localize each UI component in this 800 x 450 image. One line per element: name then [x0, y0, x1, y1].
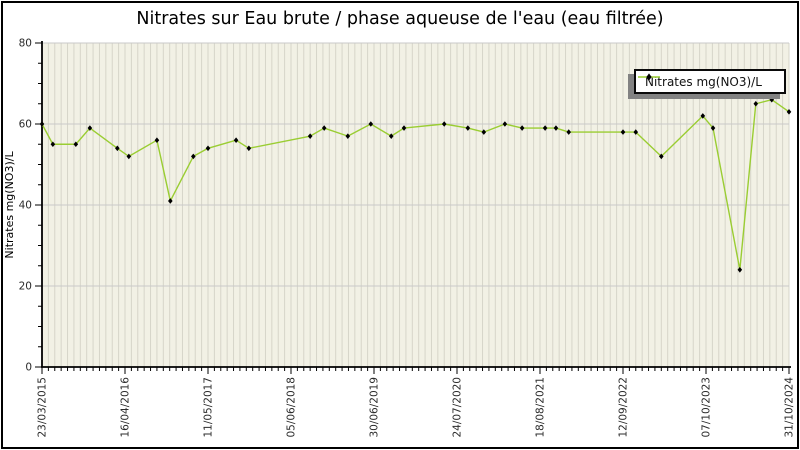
- data-point: [566, 129, 572, 135]
- data-point: [39, 121, 45, 127]
- data-point: [388, 133, 394, 139]
- data-point: [700, 113, 706, 119]
- chart-title: Nitrates sur Eau brute / phase aqueuse d…: [136, 9, 664, 29]
- data-point: [154, 137, 160, 143]
- x-tick-label: 23/03/2015: [37, 377, 49, 438]
- x-tick-label: 12/09/2022: [618, 377, 630, 438]
- data-point: [753, 100, 759, 107]
- data-point: [542, 125, 548, 131]
- data-point: [87, 125, 93, 131]
- data-point: [502, 121, 508, 127]
- data-point: [481, 129, 487, 135]
- data-point: [737, 267, 743, 273]
- data-point: [50, 141, 56, 148]
- data-point: [519, 125, 525, 131]
- x-tick-label: 24/07/2020: [452, 377, 464, 438]
- data-point: [321, 125, 327, 131]
- x-tick-label: 31/10/2024: [784, 377, 796, 438]
- data-point: [710, 125, 716, 131]
- legend: Nitrates mg(NO3)/L: [634, 69, 786, 94]
- data-point: [246, 145, 252, 152]
- y-tick-label: 60: [19, 119, 32, 131]
- legend-label: Nitrates mg(NO3)/L: [645, 74, 762, 89]
- data-point: [205, 145, 211, 152]
- x-tick-label: 05/06/2018: [286, 377, 298, 438]
- data-point: [786, 109, 792, 115]
- y-axis-label: Nitrates mg(NO3)/L: [3, 151, 16, 259]
- y-tick-label: 0: [25, 362, 32, 374]
- data-point: [633, 129, 639, 135]
- y-tick-label: 80: [19, 38, 32, 50]
- data-point: [191, 153, 196, 160]
- data-point: [441, 121, 447, 127]
- x-tick-label: 07/10/2023: [701, 377, 713, 438]
- y-tick-label: 40: [19, 200, 32, 212]
- data-point: [126, 153, 132, 160]
- data-point: [659, 153, 664, 160]
- y-tick-label: 20: [19, 281, 32, 293]
- x-tick-label: 30/06/2019: [369, 377, 381, 438]
- x-tick-label: 11/05/2017: [203, 377, 215, 438]
- data-point: [345, 133, 351, 139]
- data-point: [233, 137, 239, 143]
- x-tick-label: 16/04/2016: [120, 377, 132, 438]
- data-point: [553, 125, 559, 131]
- data-point: [620, 129, 626, 135]
- data-point: [168, 198, 173, 204]
- data-point: [465, 125, 471, 131]
- legend-marker-icon: [638, 73, 660, 81]
- data-point: [401, 125, 407, 131]
- data-point: [73, 141, 79, 148]
- data-point: [368, 121, 374, 127]
- data-point: [769, 96, 775, 103]
- data-point: [115, 145, 120, 152]
- data-point: [307, 133, 313, 139]
- x-tick-label: 18/08/2021: [535, 377, 547, 438]
